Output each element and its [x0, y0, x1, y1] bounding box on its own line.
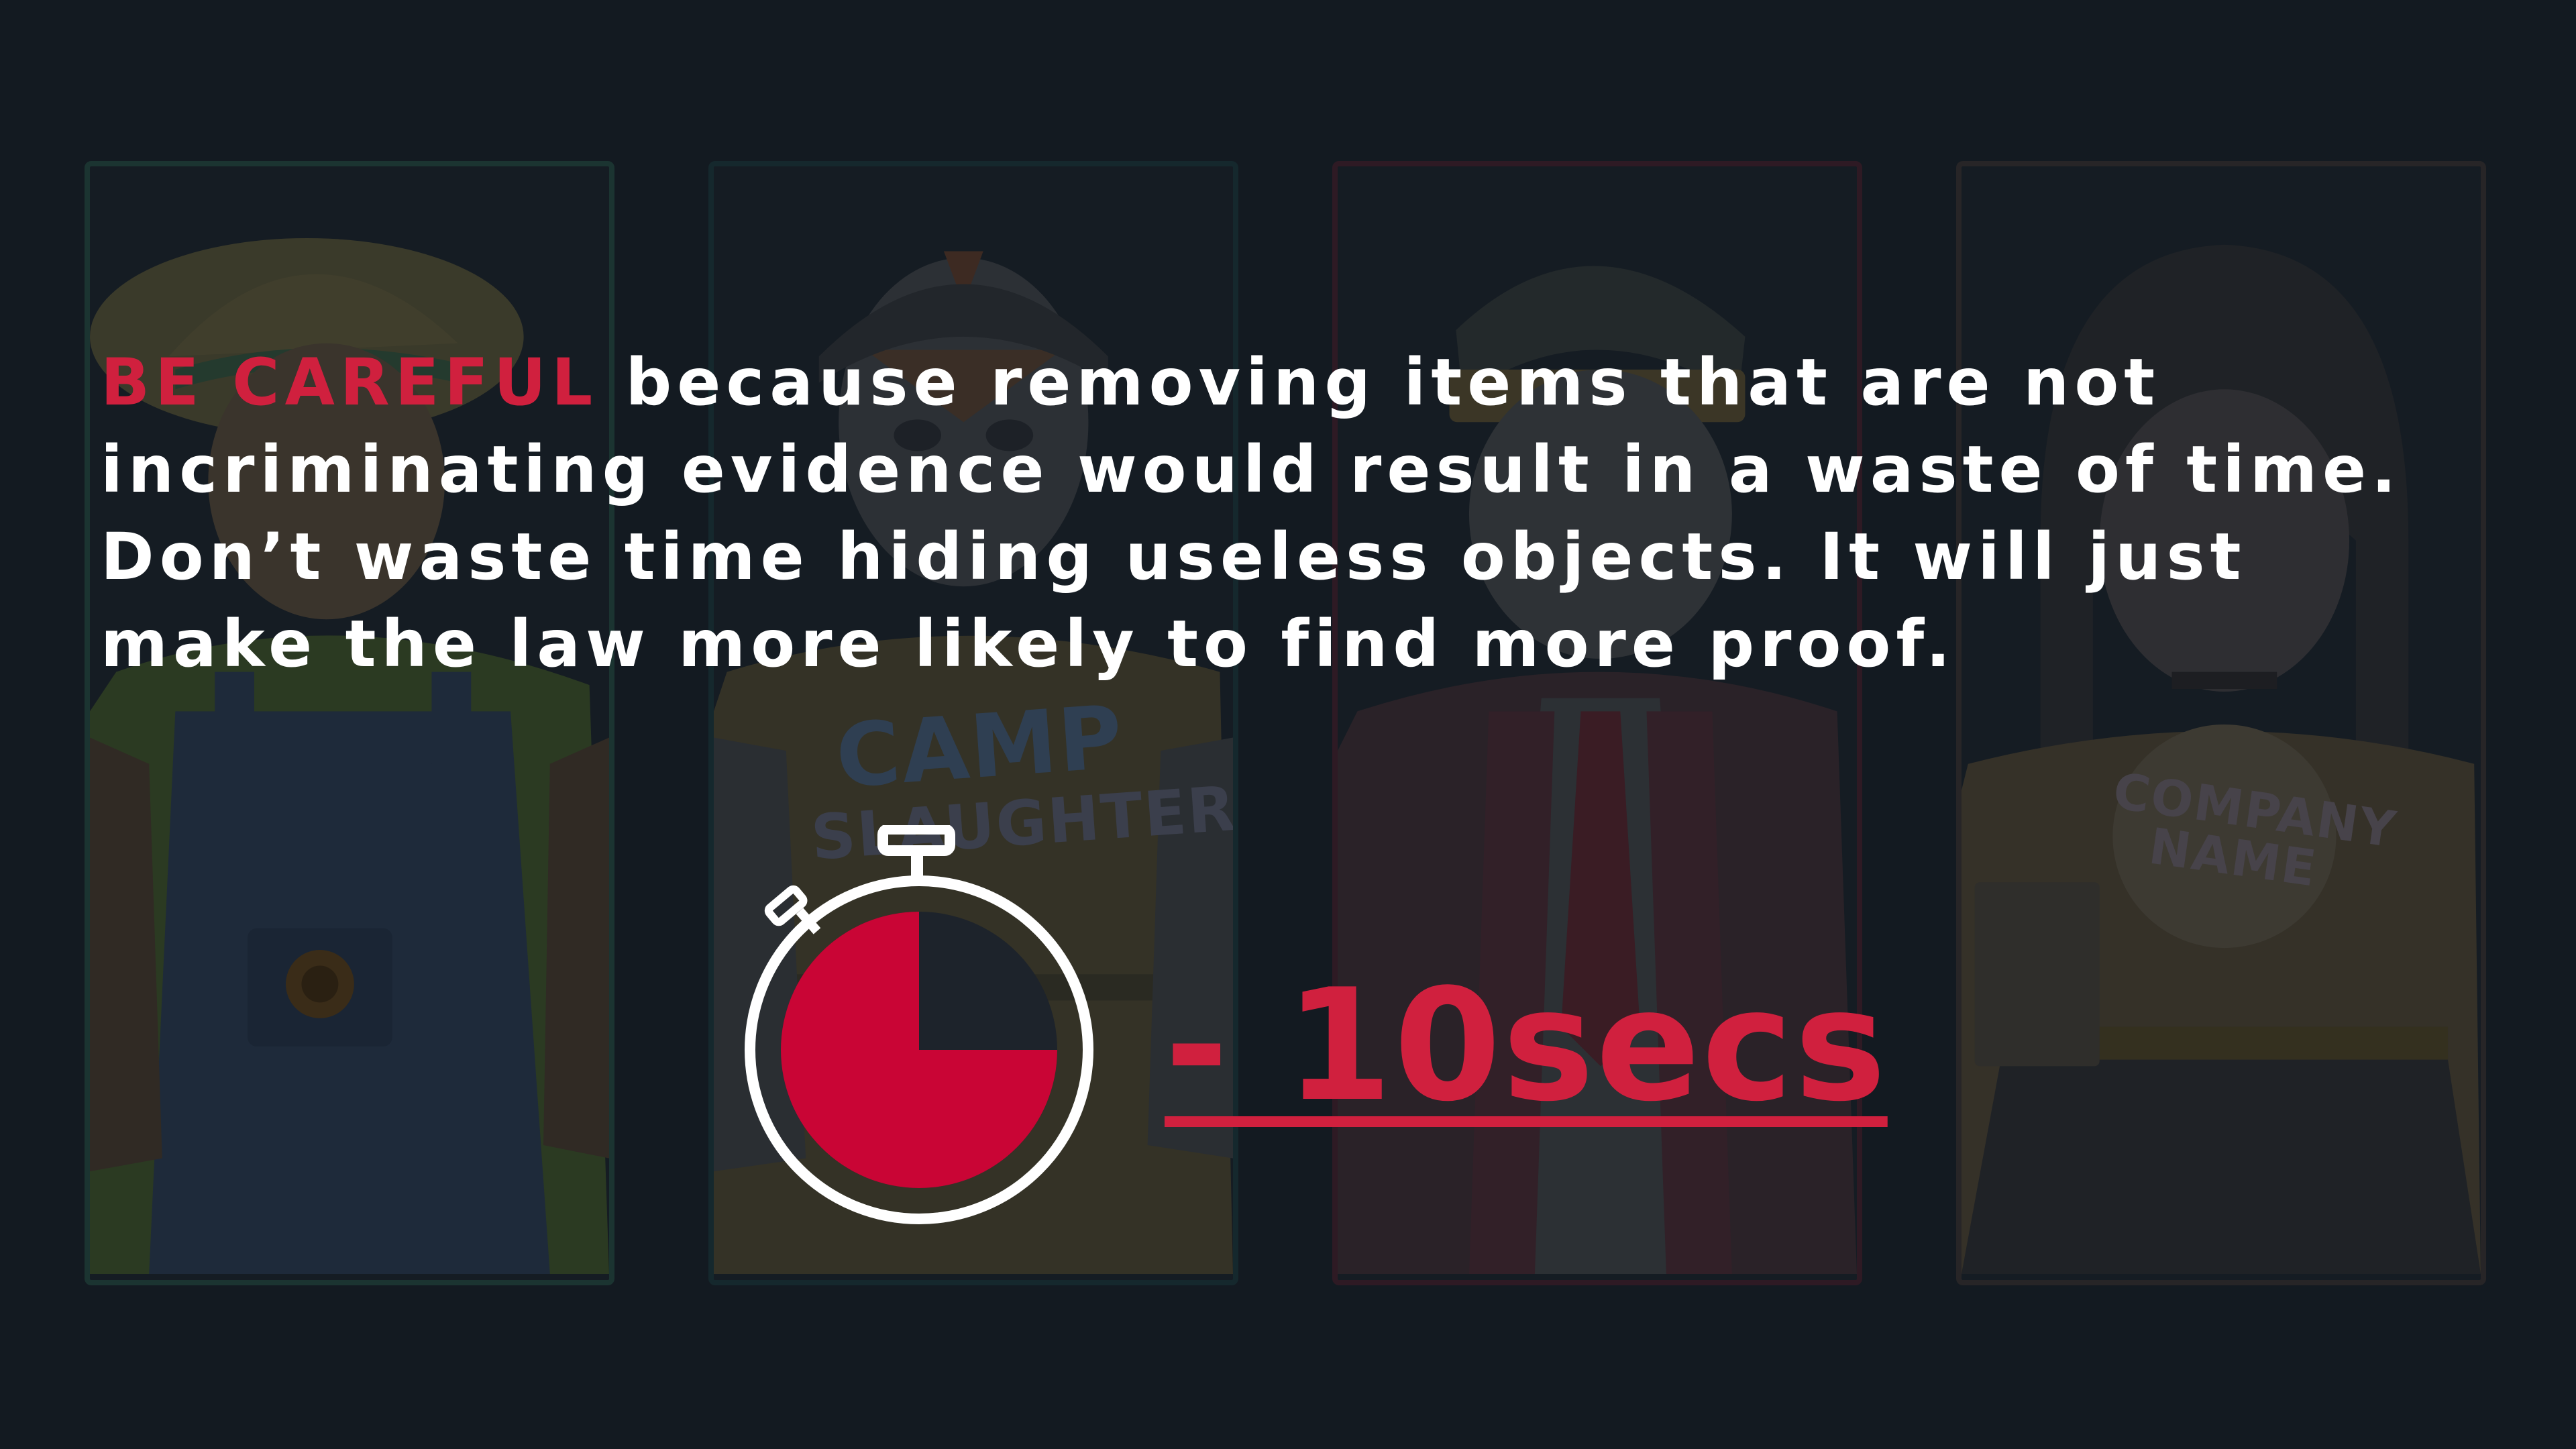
time-penalty: - 10secs [738, 825, 1886, 1241]
office-worker-illustration [1962, 244, 2481, 1275]
warning-body: because removing items that are not incr… [101, 345, 2402, 682]
warning-message: BE CAREFUL because removing items that a… [101, 339, 2489, 688]
character-card-farmer [85, 161, 614, 1285]
stopwatch-icon [745, 825, 1093, 1224]
businessman-illustration [1338, 266, 1857, 1275]
warning-highlight: BE CAREFUL [101, 345, 598, 420]
penalty-label: - 10secs [1165, 957, 1888, 1136]
farmer-illustration [90, 237, 609, 1275]
character-card-office-worker: COMPANY NAME [1956, 161, 2486, 1285]
character-card-businessman [1332, 161, 1862, 1285]
